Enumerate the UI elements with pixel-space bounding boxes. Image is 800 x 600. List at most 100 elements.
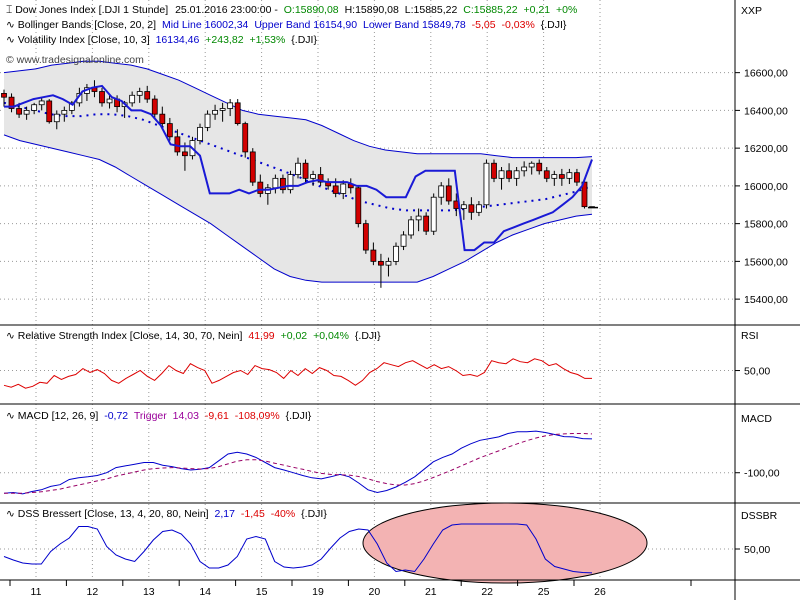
macd-panel[interactable]: [0, 405, 735, 502]
candle: [566, 168, 573, 184]
bollinger-lower-line: [3, 134, 593, 283]
indicator-icon: ∿: [6, 34, 15, 46]
candle-body: [106, 98, 113, 104]
candle: [543, 167, 550, 183]
volatility-chg: +243,82: [205, 34, 243, 46]
candle: [498, 167, 505, 190]
candle: [61, 106, 68, 122]
candle-body: [317, 174, 324, 183]
candle: [355, 185, 362, 228]
candle-body: [31, 104, 38, 111]
high-value: H:15890,08: [345, 4, 399, 16]
volatility-label: ∿ Volatility Index [Close, 10, 3] 16134,…: [6, 34, 317, 46]
open-value: O:15890,08: [284, 4, 339, 16]
candle-body: [468, 204, 475, 213]
price-title: ⌶ Dow Jones Index [.DJI 1 Stunde] 25.01.…: [6, 4, 577, 16]
candle-body: [423, 215, 430, 232]
candle-body: [491, 162, 497, 179]
candle-body: [144, 91, 151, 100]
y-tick-label: -100,00: [744, 468, 780, 480]
bollinger-sym: {.DJI}: [541, 19, 567, 31]
trigger-value: 14,03: [173, 410, 199, 422]
dss-value: 2,17: [215, 508, 236, 520]
candle: [197, 123, 203, 145]
candle-body: [566, 172, 573, 179]
candle: [340, 180, 347, 200]
candle: [166, 117, 173, 141]
instrument-name: Dow Jones Index [.DJI 1 Stunde]: [15, 4, 168, 16]
candle-body: [543, 170, 550, 179]
candle-body: [385, 260, 392, 266]
candle: [468, 197, 475, 220]
x-tick-label: 20: [369, 586, 381, 598]
candle-body: [159, 113, 166, 125]
title-icon: ⌶: [6, 4, 15, 16]
candle: [310, 170, 316, 186]
indicator-icon: ∿: [6, 410, 15, 422]
candle-body: [295, 162, 301, 175]
rsi-value: 41,99: [248, 330, 274, 342]
candle: [400, 231, 407, 251]
y-tick-label: 16200,00: [744, 143, 788, 155]
x-tick-label: 21: [425, 586, 437, 598]
candle: [46, 99, 53, 124]
candle: [242, 121, 249, 158]
volatility-path: [4, 84, 593, 252]
bollinger-mid-line: [3, 101, 593, 212]
candle: [476, 200, 482, 217]
candle-body: [460, 204, 467, 209]
watermark: © www.tradesignalonline.com: [6, 54, 144, 66]
candle-body: [574, 172, 580, 183]
candle-body: [99, 91, 105, 104]
candle: [144, 85, 151, 103]
macd-name: MACD [12, 26, 9]: [18, 410, 99, 422]
x-tick-label: 11: [31, 586, 42, 598]
price-axis-label: XXP: [741, 5, 762, 17]
candle: [370, 242, 377, 266]
candle: [295, 157, 301, 179]
candle-body: [355, 187, 362, 225]
candle-body: [528, 162, 535, 168]
candle-body: [16, 108, 22, 115]
candle: [378, 253, 384, 288]
dss-axis-label: DSSBR: [741, 510, 778, 522]
volatility-sym: {.DJI}: [291, 34, 317, 46]
candle-body: [310, 174, 316, 179]
candle-body: [378, 260, 384, 266]
bollinger-label: ∿ Bollinger Bands [Close, 20, 2] Mid Lin…: [6, 19, 567, 31]
candle: [159, 106, 166, 128]
candle: [491, 159, 497, 183]
candle-body: [204, 113, 211, 128]
macd-title: ∿ MACD [12, 26, 9] -0,72 Trigger 14,03 -…: [6, 410, 312, 422]
rsi-line: [3, 358, 592, 389]
y-tick-label: 16600,00: [744, 68, 788, 80]
candle-body: [280, 177, 286, 191]
dss-line: [3, 502, 648, 584]
volatility-name: Volatility Index [Close, 10, 3]: [18, 34, 150, 46]
candle-body: [415, 215, 422, 221]
candle-body: [340, 183, 347, 194]
bollinger-lower: Lower Band 15849,78: [363, 19, 466, 31]
candle-body: [212, 109, 218, 115]
candle-body: [332, 185, 339, 194]
candle-body: [513, 170, 520, 179]
candle: [528, 161, 535, 175]
indicator-icon: ∿: [6, 330, 15, 342]
candle: [106, 95, 113, 109]
bollinger-mid: Mid Line 16002,34: [162, 19, 249, 31]
candle-body: [8, 96, 15, 109]
candle: [227, 99, 234, 117]
candle: [99, 87, 105, 107]
candlesticks: [1, 80, 595, 288]
candle: [408, 216, 414, 239]
candle-body: [362, 223, 369, 251]
bollinger-upper-line: [3, 60, 593, 159]
candle: [219, 102, 226, 122]
rsi-panel[interactable]: [0, 326, 735, 403]
macd-value: -0,72: [104, 410, 128, 422]
candle: [287, 170, 294, 194]
candle: [151, 95, 158, 118]
candle-body: [272, 177, 279, 189]
y-tick-label: 16400,00: [744, 105, 788, 117]
